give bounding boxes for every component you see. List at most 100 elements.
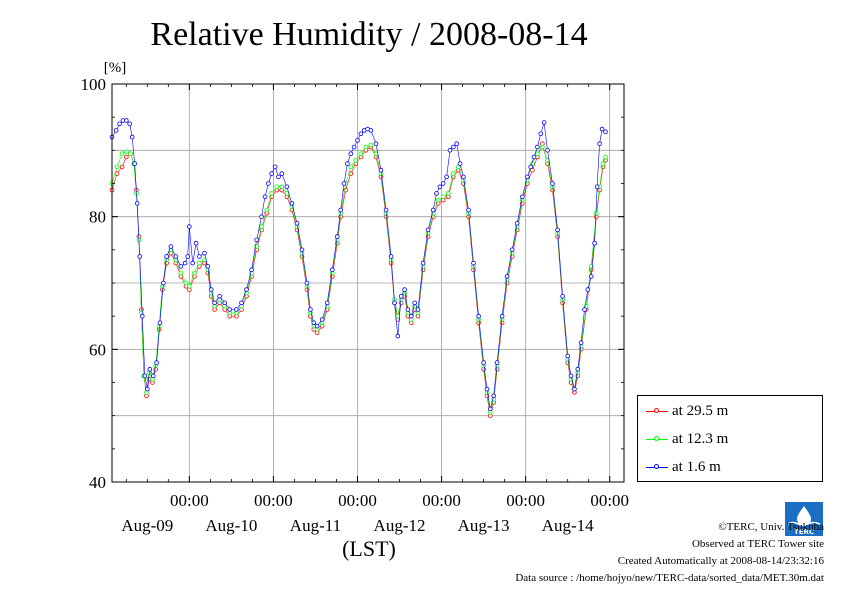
data-point <box>568 373 574 379</box>
data-point <box>249 267 254 273</box>
data-point <box>197 254 202 259</box>
x-tick-time-label: 00:00 <box>338 491 377 510</box>
data-point <box>134 201 140 206</box>
data-point <box>450 144 456 150</box>
data-point <box>208 287 214 292</box>
data-point <box>254 237 259 243</box>
data-point <box>299 247 305 253</box>
data-point <box>154 360 159 365</box>
x-axis-label: (LST) <box>342 536 396 561</box>
x-date-label: Aug-14 <box>542 516 594 535</box>
data-point <box>173 254 179 259</box>
data-point <box>319 317 325 322</box>
legend-entry-12-3m: at 12.3 m <box>646 429 728 449</box>
data-point <box>161 280 166 286</box>
data-point <box>494 360 500 365</box>
created-text: Created Automatically at 2008-08-14/23:3… <box>617 555 824 567</box>
series-line <box>111 144 606 413</box>
data-point <box>363 144 369 150</box>
data-point <box>269 191 275 196</box>
series-2 <box>109 118 608 412</box>
data-point <box>466 207 471 213</box>
data-point <box>415 307 421 312</box>
data-point <box>440 181 446 186</box>
data-point <box>142 373 148 379</box>
x-tick-time-label: 00:00 <box>170 491 209 510</box>
data-point <box>227 307 233 312</box>
data-point <box>178 264 184 269</box>
data-point <box>205 264 211 269</box>
data-point <box>314 323 320 329</box>
data-point <box>368 142 374 148</box>
data-point <box>383 207 389 213</box>
observed-text: Observed at TERC Tower site <box>691 538 824 550</box>
x-date-label: Aug-13 <box>458 516 510 535</box>
data-point <box>164 254 169 259</box>
data-point <box>345 161 350 166</box>
data-point <box>262 194 268 200</box>
y-tick-label: 60 <box>89 340 106 359</box>
data-point <box>272 164 278 170</box>
data-point <box>351 144 357 150</box>
data-point <box>279 171 285 176</box>
data-point <box>594 184 600 190</box>
data-point <box>187 283 192 289</box>
data-point <box>541 120 547 125</box>
data-point <box>484 386 490 392</box>
data-point <box>402 287 407 292</box>
data-point <box>358 151 364 157</box>
data-point <box>114 164 120 170</box>
x-tick-time-label: 00:00 <box>506 491 545 510</box>
data-point <box>545 158 550 163</box>
data-point <box>157 320 163 326</box>
legend-entry-29-5m: at 29.5 m <box>646 401 728 421</box>
series-0 <box>109 141 608 419</box>
data-point <box>117 121 122 127</box>
data-point <box>145 386 150 392</box>
data-point <box>348 151 354 157</box>
data-point <box>334 234 340 239</box>
data-point <box>599 126 605 132</box>
data-point <box>276 174 281 180</box>
x-tick-time-label: 00:00 <box>590 491 629 510</box>
data-point <box>565 353 570 359</box>
data-point <box>124 154 129 160</box>
data-point <box>509 247 515 253</box>
data-point <box>603 129 608 135</box>
data-point <box>338 207 344 213</box>
data-point <box>266 181 271 186</box>
data-point <box>137 254 143 259</box>
data-point <box>582 307 587 312</box>
data-point <box>348 171 354 176</box>
data-point <box>279 184 285 190</box>
data-point <box>129 134 135 140</box>
data-point <box>454 141 460 147</box>
data-point <box>124 118 129 123</box>
data-point <box>147 366 153 372</box>
data-point <box>420 260 426 266</box>
data-point <box>217 293 222 299</box>
legend-marker-29-5m <box>646 401 668 421</box>
data-point <box>388 254 394 259</box>
data-point <box>294 221 300 226</box>
legend: at 29.5 m at 12.3 m at 1.6 m <box>637 395 823 482</box>
data-point <box>405 307 411 312</box>
data-point <box>445 191 451 196</box>
data-source-text: Data source : /home/hojyo/new/TERC-data/… <box>515 572 824 584</box>
data-point <box>368 128 374 133</box>
data-point <box>373 141 379 147</box>
data-point <box>457 161 463 166</box>
legend-label-29-5m: at 29.5 m <box>672 402 729 419</box>
legend-marker-12-3m <box>646 429 668 449</box>
data-point <box>128 151 133 157</box>
data-point <box>514 221 520 226</box>
data-point <box>588 274 594 279</box>
data-point <box>197 260 202 266</box>
data-point <box>132 161 138 166</box>
data-point <box>450 171 456 176</box>
data-point <box>597 141 602 147</box>
svg-text:TERC: TERC <box>794 528 814 536</box>
data-point <box>187 224 192 229</box>
x-date-label: Aug-11 <box>290 516 341 535</box>
data-point <box>274 184 280 190</box>
